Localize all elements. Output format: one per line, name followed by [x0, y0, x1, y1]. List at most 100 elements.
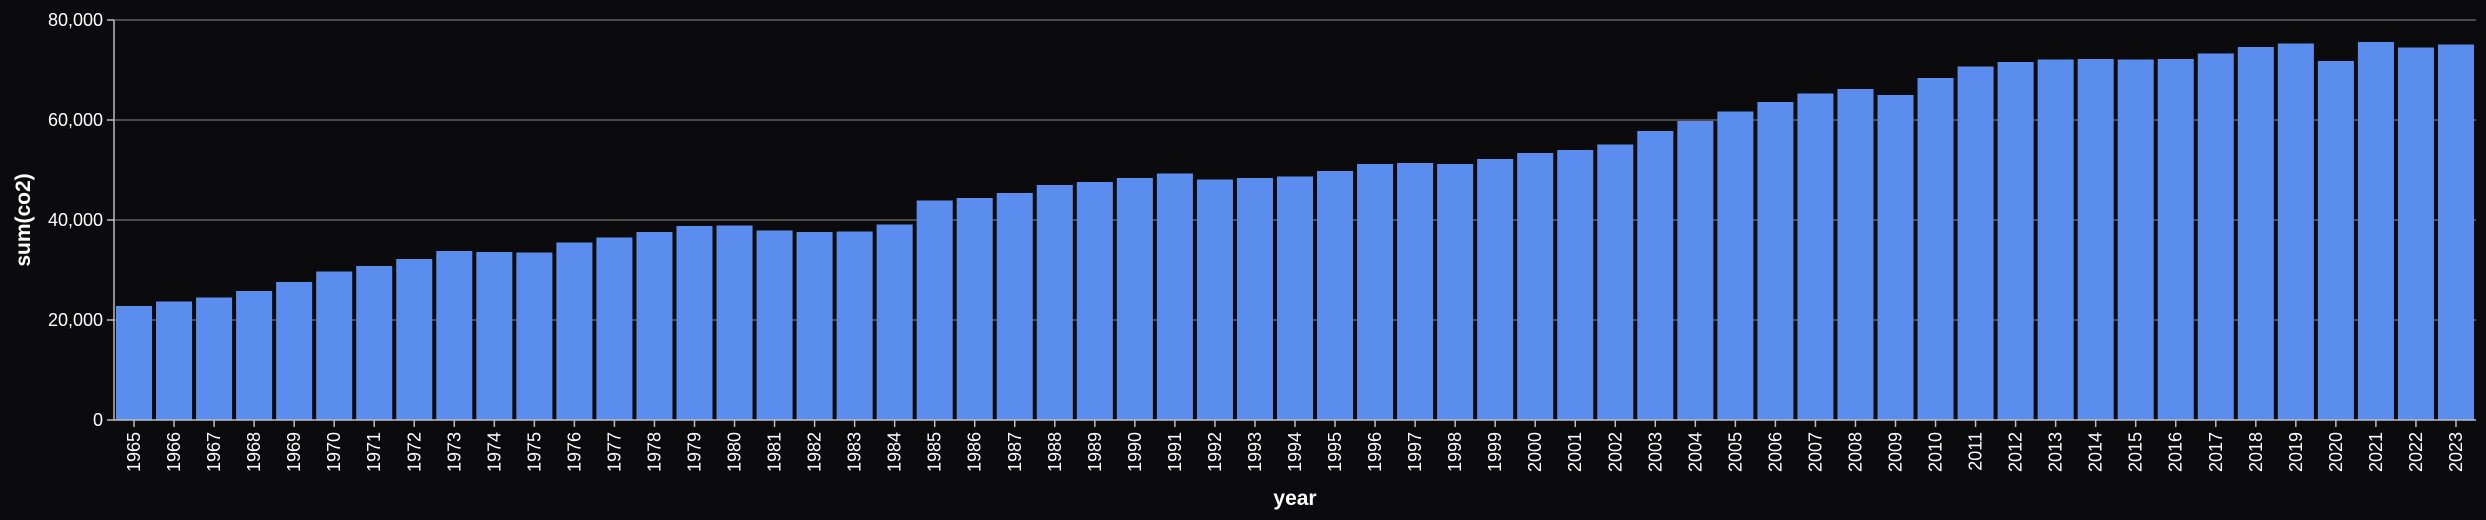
bar-2021	[2357, 42, 2394, 420]
x-tick-label-1992: 1992	[1205, 432, 1225, 472]
x-tick-label-2021: 2021	[2366, 432, 2386, 472]
bar-1984	[876, 224, 913, 420]
bar-1974	[476, 252, 513, 420]
x-tick-label-1979: 1979	[684, 432, 704, 472]
y-tick-label: 60,000	[48, 110, 103, 130]
bar-2002	[1597, 144, 1634, 420]
x-tick-label-2002: 2002	[1605, 432, 1625, 472]
x-tick-label-2018: 2018	[2246, 432, 2266, 472]
y-tick-label: 80,000	[48, 10, 103, 30]
bar-1982	[796, 232, 833, 420]
bar-1978	[636, 232, 673, 420]
bar-2010	[1917, 78, 1954, 420]
x-tick-label-1996: 1996	[1365, 432, 1385, 472]
bar-1996	[1357, 164, 1394, 420]
bar-2022	[2397, 47, 2434, 420]
bar-1966	[156, 301, 193, 420]
bar-2012	[1997, 62, 2034, 420]
bar-1989	[1076, 182, 1113, 420]
bar-1969	[276, 282, 313, 420]
bar-1988	[1036, 185, 1073, 420]
x-tick-label-2008: 2008	[1845, 432, 1865, 472]
bar-1980	[716, 225, 753, 420]
x-tick-label-2007: 2007	[1805, 432, 1825, 472]
bar-1975	[516, 252, 553, 420]
x-tick-label-2022: 2022	[2406, 432, 2426, 472]
x-tick-label-1994: 1994	[1285, 432, 1305, 472]
x-tick-label-1966: 1966	[164, 432, 184, 472]
x-tick-label-2005: 2005	[1725, 432, 1745, 472]
x-tick-label-1978: 1978	[644, 432, 664, 472]
bar-1986	[956, 198, 993, 420]
bar-2013	[2037, 59, 2074, 420]
x-tick-label-1973: 1973	[444, 432, 464, 472]
bar-1970	[316, 271, 353, 420]
bar-1973	[436, 251, 473, 420]
x-tick-label-2015: 2015	[2126, 432, 2146, 472]
x-tick-label-1971: 1971	[364, 432, 384, 472]
x-tick-label-2016: 2016	[2166, 432, 2186, 472]
bar-1992	[1196, 179, 1233, 420]
x-tick-label-1986: 1986	[965, 432, 985, 472]
bar-2000	[1517, 153, 1554, 420]
bar-1991	[1156, 173, 1193, 420]
x-tick-label-2003: 2003	[1645, 432, 1665, 472]
x-tick-label-2010: 2010	[1926, 432, 1946, 472]
x-tick-label-1984: 1984	[885, 432, 905, 472]
bar-1981	[756, 230, 793, 420]
y-axis-ticks: 0 20,000 40,000 60,000 80,000	[48, 10, 114, 430]
x-tick-label-1998: 1998	[1445, 432, 1465, 472]
x-tick-label-1967: 1967	[204, 432, 224, 472]
bar-1999	[1477, 159, 1514, 420]
bar-1972	[396, 259, 433, 420]
bar-2017	[2197, 53, 2234, 420]
bar-2005	[1717, 111, 1754, 420]
bar-1994	[1276, 176, 1314, 420]
bar-2019	[2277, 43, 2314, 420]
bar-2008	[1837, 89, 1874, 420]
x-tick-label-1997: 1997	[1405, 432, 1425, 472]
bars	[116, 42, 2474, 420]
bar-2023	[2437, 44, 2474, 420]
x-tick-label-1970: 1970	[324, 432, 344, 472]
bar-2016	[2157, 59, 2194, 420]
bar-2003	[1637, 131, 1674, 420]
bar-2009	[1877, 95, 1914, 420]
x-tick-label-1975: 1975	[524, 432, 544, 472]
bar-1997	[1397, 163, 1434, 420]
bar-1967	[196, 297, 233, 420]
x-tick-label-1989: 1989	[1085, 432, 1105, 472]
bar-2018	[2237, 47, 2274, 420]
x-tick-label-1995: 1995	[1325, 432, 1345, 472]
bar-2015	[2117, 59, 2154, 420]
bar-2001	[1557, 150, 1594, 420]
y-tick-label: 40,000	[48, 210, 103, 230]
x-tick-label-2009: 2009	[1886, 432, 1906, 472]
bar-1998	[1437, 164, 1474, 420]
x-tick-label-1985: 1985	[925, 432, 945, 472]
bar-1968	[236, 291, 273, 420]
x-tick-label-1976: 1976	[564, 432, 584, 472]
bar-1987	[996, 193, 1033, 420]
bar-1976	[556, 242, 593, 420]
x-tick-label-2006: 2006	[1765, 432, 1785, 472]
bar-1979	[676, 226, 713, 420]
y-tick-label: 20,000	[48, 310, 103, 330]
bar-2014	[2077, 59, 2114, 420]
x-tick-label-1987: 1987	[1005, 432, 1025, 472]
x-tick-label-1988: 1988	[1045, 432, 1065, 472]
x-axis-ticks: 1965 1966 1967 1968 1969 1970 1971 1972 1973 1974…	[124, 420, 2466, 472]
x-tick-label-2014: 2014	[2086, 432, 2106, 472]
x-tick-label-1968: 1968	[244, 432, 264, 472]
bar-2011	[1957, 66, 1994, 420]
x-tick-label-2004: 2004	[1685, 432, 1705, 472]
x-tick-label-1969: 1969	[284, 432, 304, 472]
x-tick-label-2013: 2013	[2046, 432, 2066, 472]
x-tick-label-1993: 1993	[1245, 432, 1265, 472]
x-tick-label-1965: 1965	[124, 432, 144, 472]
bar-1993	[1236, 178, 1273, 420]
x-tick-label-1999: 1999	[1485, 432, 1505, 472]
x-tick-label-2020: 2020	[2326, 432, 2346, 472]
bar-1990	[1116, 178, 1153, 420]
